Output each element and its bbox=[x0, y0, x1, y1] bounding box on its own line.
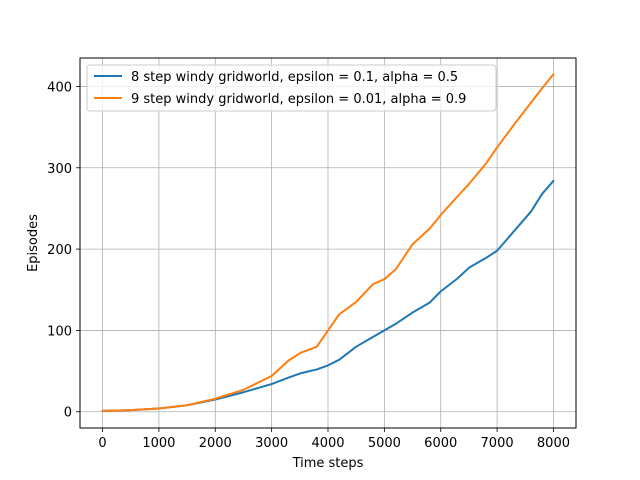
x-tick-label-6: 6000 bbox=[424, 436, 457, 451]
x-tick-label-1: 1000 bbox=[142, 436, 175, 451]
y-tick-label-0: 0 bbox=[64, 406, 72, 421]
y-axis-ticks: 0 100 200 300 400 bbox=[47, 80, 80, 421]
legend: 8 step windy gridworld, epsilon = 0.1, a… bbox=[86, 64, 497, 112]
y-tick-label-4: 400 bbox=[47, 80, 72, 95]
legend-entry-series-2: 9 step windy gridworld, epsilon = 0.01, … bbox=[131, 92, 466, 107]
series-line-1 bbox=[101, 179, 555, 412]
y-axis-label: Episodes bbox=[26, 214, 41, 272]
x-axis-label: Time steps bbox=[292, 456, 364, 471]
x-tick-label-4: 4000 bbox=[311, 436, 344, 451]
series-line-2 bbox=[101, 73, 555, 412]
x-tick-label-5: 5000 bbox=[368, 436, 401, 451]
x-tick-label-2: 2000 bbox=[199, 436, 232, 451]
legend-entry-series-1: 8 step windy gridworld, epsilon = 0.1, a… bbox=[131, 70, 458, 85]
y-tick-label-2: 200 bbox=[47, 243, 72, 258]
x-tick-label-3: 3000 bbox=[255, 436, 288, 451]
series-layer bbox=[101, 73, 555, 412]
y-tick-label-1: 100 bbox=[47, 324, 72, 339]
x-tick-label-8: 8000 bbox=[537, 436, 570, 451]
legend-box bbox=[86, 64, 497, 112]
x-tick-label-7: 7000 bbox=[481, 436, 514, 451]
x-axis-ticks: 0 1000 2000 3000 4000 5000 6000 7000 8000 bbox=[98, 428, 570, 451]
y-tick-label-3: 300 bbox=[47, 162, 72, 177]
x-tick-label-0: 0 bbox=[98, 436, 106, 451]
